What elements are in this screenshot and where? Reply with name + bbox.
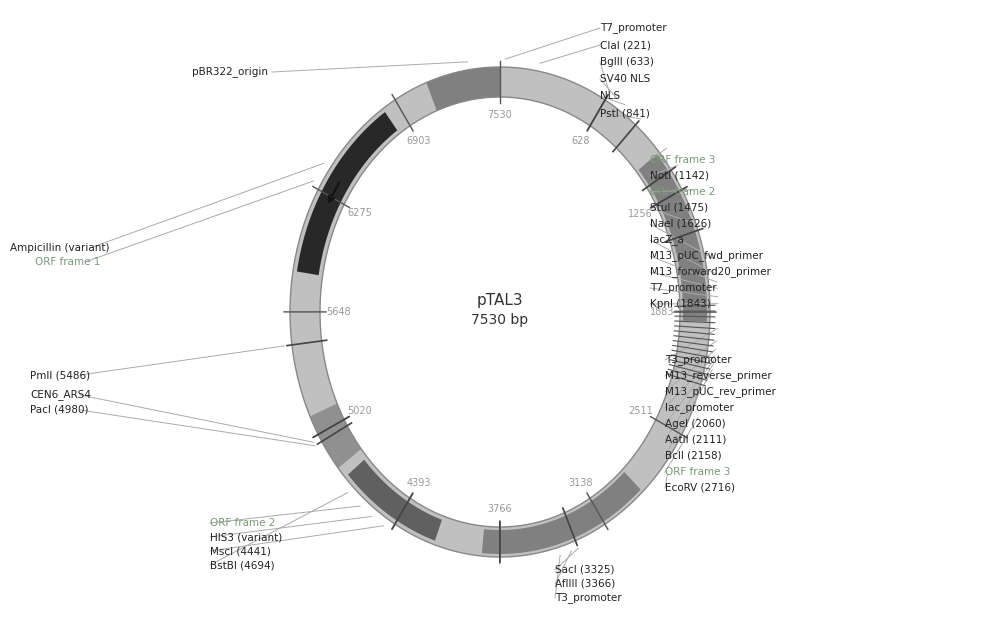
Text: M13_reverse_primer: M13_reverse_primer [665,371,772,381]
Text: 6903: 6903 [407,136,431,146]
Text: MscI (4441): MscI (4441) [210,546,271,556]
Text: PstI (841): PstI (841) [600,108,650,118]
Text: M13_pUC_fwd_primer: M13_pUC_fwd_primer [650,251,763,261]
Text: 628: 628 [572,136,590,146]
Text: ORF frame 3: ORF frame 3 [665,467,730,477]
Text: pTAL3: pTAL3 [477,292,523,308]
Polygon shape [426,67,500,111]
Text: ORF frame 2: ORF frame 2 [650,187,715,197]
Text: pBR322_origin: pBR322_origin [192,66,268,78]
Text: ClaI (221): ClaI (221) [600,40,651,50]
Text: BglII (633): BglII (633) [600,57,654,67]
Text: NaeI (1626): NaeI (1626) [650,219,711,229]
Text: CEN6_ARS4: CEN6_ARS4 [30,389,91,401]
Text: BstBI (4694): BstBI (4694) [210,560,275,570]
Text: SV40 NLS: SV40 NLS [600,74,650,84]
Text: T7_promoter: T7_promoter [650,282,717,294]
Text: T3_promoter: T3_promoter [665,354,732,366]
Text: M13_pUC_rev_primer: M13_pUC_rev_primer [665,386,776,398]
Text: 7530: 7530 [488,110,512,120]
Text: SacI (3325): SacI (3325) [555,565,614,575]
Polygon shape [639,154,707,322]
Text: StuI (1475): StuI (1475) [650,203,708,213]
Text: BclI (2158): BclI (2158) [665,451,722,461]
Text: 1256: 1256 [628,209,653,219]
Text: ORF frame 2: ORF frame 2 [210,518,275,528]
Polygon shape [482,472,641,554]
Polygon shape [290,67,710,557]
Text: HIS3 (variant): HIS3 (variant) [210,532,282,542]
Text: Ampicillin (variant): Ampicillin (variant) [10,243,110,253]
Text: M13_forward20_primer: M13_forward20_primer [650,266,771,278]
Polygon shape [310,404,361,468]
Text: PacI (4980): PacI (4980) [30,405,88,415]
Text: lacZ_a: lacZ_a [650,234,684,246]
Polygon shape [297,112,397,275]
Text: AflIII (3366): AflIII (3366) [555,579,615,589]
Text: ORF frame 1: ORF frame 1 [35,257,100,267]
Text: 6275: 6275 [347,209,372,219]
Text: AatII (2111): AatII (2111) [665,435,726,445]
Text: 4393: 4393 [407,478,431,488]
Text: 1883: 1883 [650,307,674,317]
Text: PmII (5486): PmII (5486) [30,370,90,380]
Text: T3_promoter: T3_promoter [555,592,622,604]
Text: 5020: 5020 [347,406,372,416]
Text: T7_promoter: T7_promoter [600,22,667,34]
Text: 7530 bp: 7530 bp [471,313,529,327]
Text: 2511: 2511 [628,406,653,416]
Text: KpnI (1843): KpnI (1843) [650,299,711,309]
Text: 3138: 3138 [569,478,593,488]
Text: lac_promoter: lac_promoter [665,402,734,414]
Text: 5648: 5648 [326,307,350,317]
Text: NotI (1142): NotI (1142) [650,171,709,181]
Polygon shape [348,460,442,541]
Text: NLS: NLS [600,91,620,101]
Text: EcoRV (2716): EcoRV (2716) [665,483,735,493]
Text: 3766: 3766 [488,504,512,514]
Text: AgeI (2060): AgeI (2060) [665,419,726,429]
Text: ORF frame 3: ORF frame 3 [650,155,715,165]
